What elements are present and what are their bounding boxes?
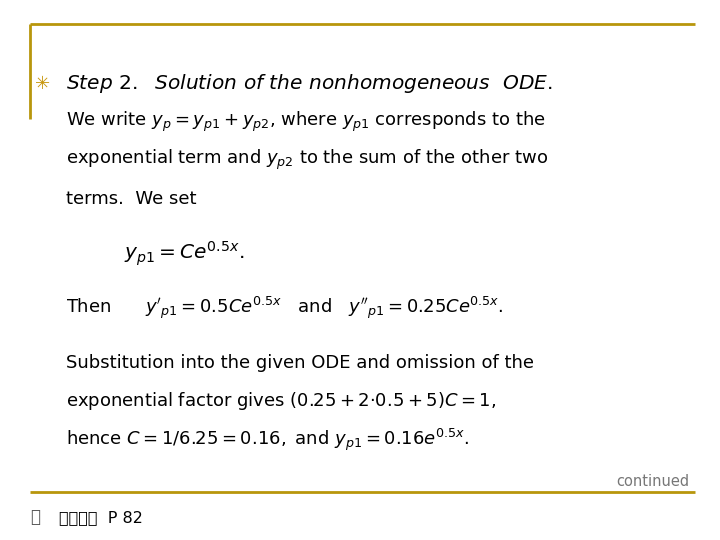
Text: ⓘ: ⓘ [30, 508, 40, 526]
Text: continued: continued [616, 474, 690, 489]
Text: $y_{p1} = Ce^{0.5x}.$: $y_{p1} = Ce^{0.5x}.$ [124, 240, 244, 268]
Text: Then      $y'_{p1} = 0.5Ce^{0.5x}$   and   $y''_{p1} = 0.25Ce^{0.5x}.$: Then $y'_{p1} = 0.5Ce^{0.5x}$ and $y''_{… [66, 295, 504, 321]
Text: hence $C = 1/6.25 = 0.16,$ and $y_{p1} = 0.16e^{0.5x}.$: hence $C = 1/6.25 = 0.16,$ and $y_{p1} =… [66, 427, 469, 454]
Text: We write $y_p = y_{p1} + y_{p2}$, where $y_{p1}$ corresponds to the: We write $y_p = y_{p1} + y_{p2}$, where … [66, 110, 546, 133]
Text: exponential term and $y_{p2}$ to the sum of the other two: exponential term and $y_{p2}$ to the sum… [66, 148, 548, 172]
Text: $\mathbf{\it{Step\ 2.\ \ Solution\ of\ the\ nonhomogeneous\ \ ODE.}}$: $\mathbf{\it{Step\ 2.\ \ Solution\ of\ t… [66, 72, 553, 95]
Text: ✳: ✳ [35, 75, 50, 93]
Text: terms.  We set: terms. We set [66, 190, 197, 208]
Text: Substitution into the given ODE and omission of the: Substitution into the given ODE and omis… [66, 354, 534, 372]
Text: 欧亚书局  P 82: 欧亚书局 P 82 [59, 510, 143, 525]
Text: exponential factor gives $(0.25 + 2{\cdot}0.5 + 5)C = 1,$: exponential factor gives $(0.25 + 2{\cdo… [66, 390, 497, 413]
